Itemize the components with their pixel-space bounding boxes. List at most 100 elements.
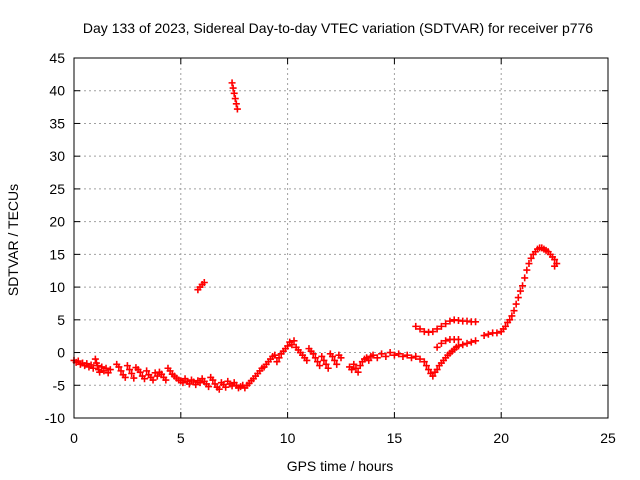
y-axis-label: SDTVAR / TECUs xyxy=(5,184,21,296)
x-tick-label: 15 xyxy=(387,430,403,446)
data-point xyxy=(429,372,437,380)
data-point xyxy=(514,294,522,302)
data-point xyxy=(284,342,292,350)
data-point xyxy=(454,342,462,350)
y-tick-label: -5 xyxy=(53,377,66,393)
data-point xyxy=(480,332,488,340)
data-point xyxy=(290,337,298,345)
data-point xyxy=(316,362,324,370)
y-tick-label: 0 xyxy=(57,345,65,361)
data-point xyxy=(516,287,524,295)
data-point xyxy=(463,339,471,347)
x-tick-label: 5 xyxy=(177,430,185,446)
y-tick-label: 5 xyxy=(57,312,65,328)
data-point xyxy=(162,376,170,384)
data-point xyxy=(551,262,559,270)
data-point xyxy=(200,279,208,287)
data-point xyxy=(420,358,428,366)
x-axis-ticks: 0 5 10 15 20 25 xyxy=(70,58,616,446)
data-point xyxy=(96,368,104,376)
data-point xyxy=(422,362,430,370)
y-tick-label: 25 xyxy=(49,181,65,197)
data-point xyxy=(412,322,420,330)
data-point xyxy=(333,360,341,368)
x-tick-label: 20 xyxy=(493,430,509,446)
data-point xyxy=(328,352,336,360)
data-point xyxy=(117,367,125,375)
data-point xyxy=(433,343,441,351)
plot-frame xyxy=(73,57,609,419)
data-point xyxy=(179,379,187,387)
data-point xyxy=(519,282,527,290)
data-point xyxy=(337,354,345,362)
data-point xyxy=(403,351,411,359)
data-point xyxy=(348,366,356,374)
data-point xyxy=(318,352,326,360)
data-point xyxy=(209,376,217,384)
data-point xyxy=(433,325,441,333)
data-point xyxy=(433,366,441,374)
data-point xyxy=(472,318,480,326)
data-point xyxy=(143,367,151,375)
data-point xyxy=(106,366,114,374)
data-point xyxy=(437,339,445,347)
data-point xyxy=(233,105,241,113)
y-tick-label: 10 xyxy=(49,279,65,295)
data-point xyxy=(91,355,99,363)
data-point xyxy=(196,379,204,387)
data-point xyxy=(446,317,454,325)
y-tick-label: 15 xyxy=(49,246,65,262)
data-point xyxy=(365,356,373,364)
data-point xyxy=(185,380,193,388)
data-point xyxy=(416,325,424,333)
data-point xyxy=(551,256,559,264)
data-point xyxy=(484,330,492,338)
data-point xyxy=(501,322,509,330)
data-point xyxy=(311,354,319,362)
data-point xyxy=(128,369,136,377)
x-tick-label: 10 xyxy=(280,430,296,446)
data-point xyxy=(149,376,157,384)
data-point xyxy=(429,328,437,336)
data-point xyxy=(102,364,110,372)
y-tick-label: 30 xyxy=(49,148,65,164)
data-point xyxy=(508,312,516,320)
data-point xyxy=(322,360,330,368)
data-point xyxy=(192,381,200,389)
data-point xyxy=(89,364,97,372)
data-point xyxy=(454,335,462,343)
y-tick-label: 40 xyxy=(49,83,65,99)
data-point xyxy=(350,360,358,368)
y-axis-ticks: -10 -5 0 5 10 15 20 25 30 35 40 45 xyxy=(45,50,608,426)
data-point xyxy=(288,341,296,349)
data-point xyxy=(121,373,129,381)
data-point xyxy=(273,358,281,366)
data-point xyxy=(416,355,424,363)
data-point xyxy=(140,375,148,383)
data-point xyxy=(437,322,445,330)
data-point xyxy=(320,356,328,364)
data-point xyxy=(527,254,535,262)
data-point xyxy=(442,320,450,328)
data-point xyxy=(222,383,230,391)
data-point xyxy=(512,300,520,308)
data-point xyxy=(205,383,213,391)
data-point xyxy=(506,316,514,324)
data-point xyxy=(126,366,134,374)
data-point xyxy=(231,95,239,103)
data-point xyxy=(309,350,317,358)
data-point xyxy=(153,372,161,380)
data-point xyxy=(399,352,407,360)
data-point xyxy=(331,356,339,364)
data-point xyxy=(382,352,390,360)
chart-title: Day 133 of 2023, Sidereal Day-to-day VTE… xyxy=(83,20,593,36)
data-point xyxy=(412,352,420,360)
data-point xyxy=(130,374,138,382)
data-points xyxy=(70,79,561,393)
data-point xyxy=(303,356,311,364)
data-point xyxy=(123,362,131,370)
data-point xyxy=(378,350,386,358)
x-axis-label: GPS time / hours xyxy=(287,458,394,474)
